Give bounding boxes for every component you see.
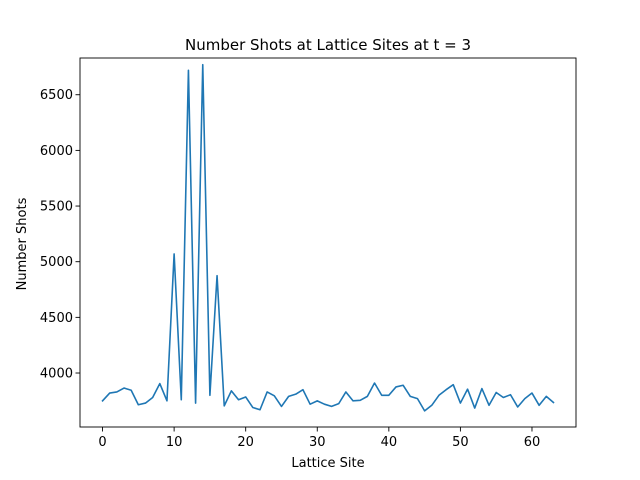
y-tick-label: 5500: [40, 200, 73, 215]
x-tick-label: 50: [452, 435, 469, 450]
series-line-0: [101, 63, 555, 412]
x-axis-label: Lattice Site: [291, 456, 364, 471]
x-tick-label: 0: [98, 435, 106, 450]
y-tick-label: 4000: [40, 367, 73, 382]
axes-frame: [79, 57, 577, 428]
x-tick-label: 20: [237, 435, 254, 450]
axes-ticks: 0 10 20 30 40 50 60 4000 4500 5000 5500 6000 6500: [40, 57, 577, 450]
x-tick-label: 10: [166, 435, 183, 450]
y-axis-label: Number Shots: [15, 197, 30, 290]
y-tick-label: 4500: [40, 311, 73, 326]
x-tick-label: 30: [309, 435, 326, 450]
y-tick-label: 6500: [40, 88, 73, 103]
chart-title: Number Shots at Lattice Sites at t = 3: [185, 36, 471, 54]
y-tick-label: 5000: [40, 255, 73, 270]
plot-area: [101, 63, 555, 412]
x-tick-label: 60: [524, 435, 541, 450]
x-tick-label: 40: [381, 435, 398, 450]
y-tick-label: 6000: [40, 144, 73, 159]
